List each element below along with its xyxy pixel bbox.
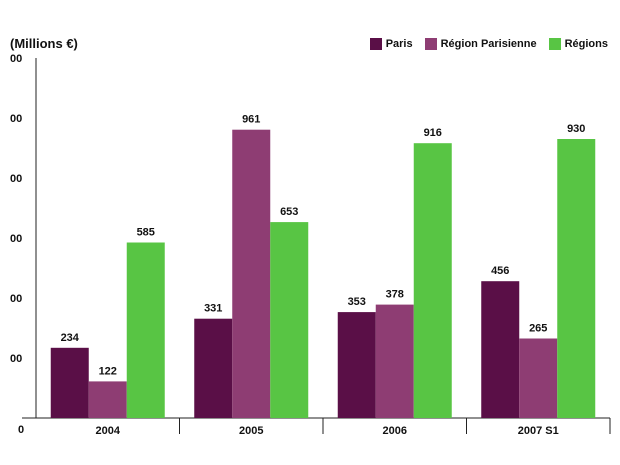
legend-item-regions: Régions (548, 38, 608, 50)
bar-paris-2006 (337, 312, 376, 418)
data-label: 961 (242, 114, 260, 126)
legend-item-region-parisienne: Région Parisienne (424, 38, 537, 50)
bar-paris-2005 (194, 318, 233, 418)
y-tick-label: 00 (10, 53, 22, 65)
bar-r-gions-2006 (413, 143, 452, 418)
y-tick-label: 00 (10, 293, 22, 305)
data-label: 653 (280, 206, 298, 218)
bar-paris-2007-S1 (481, 281, 520, 418)
bar-r-gions-2005 (270, 222, 309, 418)
legend-swatch-regions (548, 38, 561, 50)
legend-label-paris: Paris (385, 38, 413, 50)
legend-label-regions: Régions (564, 38, 608, 50)
bar-r-gions-2007-S1 (557, 139, 596, 418)
legend-swatch-paris (369, 38, 382, 50)
data-label: 930 (567, 123, 585, 135)
bar-r-gion-parisienne-2007-S1 (519, 338, 558, 418)
data-label: 456 (491, 265, 509, 277)
x-tick-label: 2004 (96, 425, 121, 437)
data-label: 331 (204, 303, 222, 315)
legend-label-region-parisienne: Région Parisienne (440, 38, 537, 50)
y-tick-label: 00 (10, 233, 22, 245)
legend-item-paris: Paris (369, 38, 413, 50)
x-tick-label: 2005 (239, 425, 263, 437)
legend-swatch-region-parisienne (424, 38, 437, 50)
y-tick-label: 00 (10, 173, 22, 185)
bar-r-gion-parisienne-2006 (375, 304, 414, 418)
y-axis-label: (Millions €) (10, 36, 78, 51)
y-tick-label: 0 (18, 424, 24, 436)
data-label: 378 (386, 289, 404, 301)
data-label: 265 (529, 323, 547, 335)
x-tick-label: 2007 S1 (518, 425, 559, 437)
bar-r-gions-2004 (126, 242, 165, 418)
legend: Paris Région Parisienne Régions (369, 38, 608, 50)
data-label: 122 (99, 365, 117, 377)
bar-paris-2004 (50, 347, 89, 418)
data-label: 916 (424, 127, 442, 139)
data-label: 585 (137, 227, 155, 239)
bar-r-gion-parisienne-2004 (88, 381, 127, 418)
y-tick-label: 00 (10, 113, 22, 125)
y-tick-label: 00 (10, 353, 22, 365)
data-label: 353 (348, 296, 366, 308)
data-label: 234 (61, 332, 80, 344)
bar-r-gion-parisienne-2005 (232, 129, 271, 418)
x-tick-label: 2006 (383, 425, 407, 437)
